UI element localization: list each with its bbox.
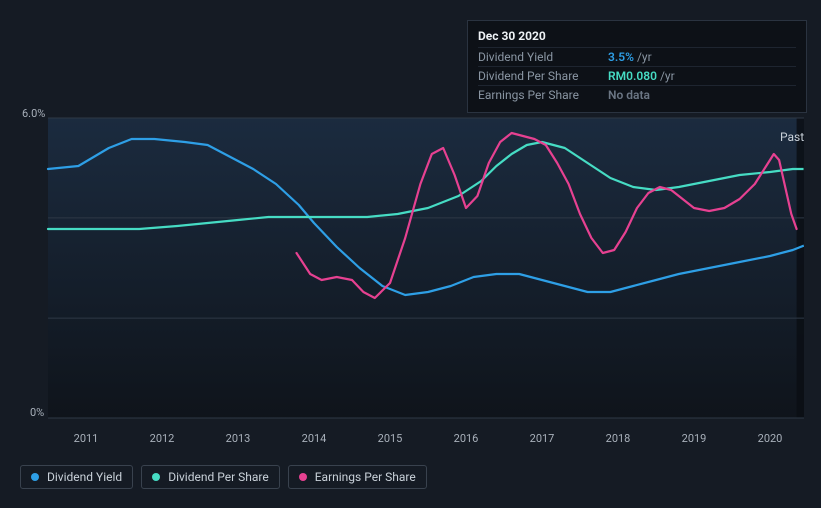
tooltip-row-value: 3.5% <box>608 50 634 64</box>
x-axis-tick: 2017 <box>530 432 555 445</box>
legend-item[interactable]: Dividend Per Share <box>141 465 280 489</box>
line-chart[interactable] <box>20 106 804 446</box>
tooltip-row: Dividend Yield3.5%/yr <box>478 47 796 66</box>
tooltip-row-unit: /yr <box>637 50 652 64</box>
legend-dot-icon <box>31 473 39 481</box>
x-axis-tick: 2018 <box>606 432 631 445</box>
x-axis-tick: 2019 <box>682 432 707 445</box>
x-axis-tick: 2016 <box>454 432 479 445</box>
x-axis-tick: 2014 <box>302 432 327 445</box>
x-axis-tick: 2011 <box>74 432 99 445</box>
legend-dot-icon <box>299 473 307 481</box>
legend-item-label: Dividend Per Share <box>168 470 269 484</box>
tooltip-row: Dividend Per ShareRM0.080/yr <box>478 66 796 85</box>
past-label: Past <box>780 130 804 144</box>
x-axis-tick: 2013 <box>226 432 251 445</box>
legend-item[interactable]: Dividend Yield <box>20 465 133 489</box>
x-axis-tick: 2020 <box>758 432 783 445</box>
x-axis-tick: 2012 <box>150 432 175 445</box>
x-axis-tick: 2015 <box>378 432 403 445</box>
tooltip-row: Earnings Per ShareNo data <box>478 85 796 104</box>
tooltip-row-value: RM0.080 <box>608 69 657 83</box>
legend-item-label: Earnings Per Share <box>315 470 416 484</box>
legend-item[interactable]: Earnings Per Share <box>288 465 427 489</box>
legend-item-label: Dividend Yield <box>47 470 122 484</box>
legend-dot-icon <box>152 473 160 481</box>
tooltip-row-value: No data <box>608 88 650 102</box>
tooltip-row-label: Dividend Yield <box>478 50 608 64</box>
tooltip-row-label: Dividend Per Share <box>478 69 608 83</box>
chart-legend: Dividend Yield Dividend Per Share Earnings… <box>20 465 427 489</box>
tooltip-date: Dec 30 2020 <box>478 27 796 47</box>
tooltip-row-unit: /yr <box>660 69 675 83</box>
x-axis: 2011 2012 2013 2014 2015 2016 2017 2018 2019 2020 <box>20 432 804 448</box>
tooltip-row-label: Earnings Per Share <box>478 88 608 102</box>
chart-tooltip: Dec 30 2020 Dividend Yield3.5%/yrDividen… <box>467 20 807 113</box>
